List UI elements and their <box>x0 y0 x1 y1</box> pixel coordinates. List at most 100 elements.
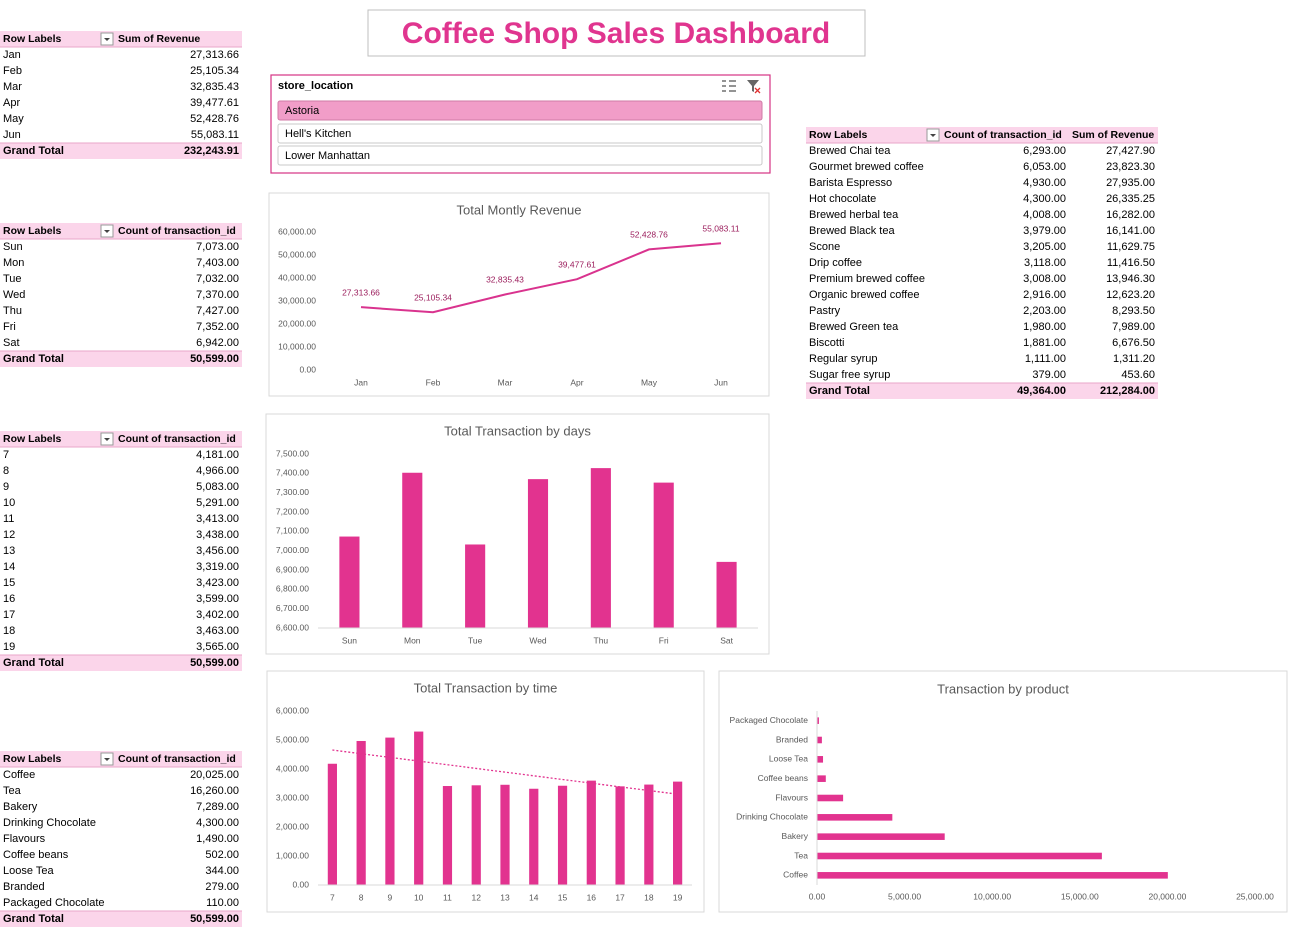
table-value-cell: 4,181.00 <box>196 449 239 461</box>
clear-filter-x[interactable] <box>754 87 761 94</box>
table-value-cell: 2,916.00 <box>1023 289 1066 301</box>
table-value-cell: 27,935.00 <box>1106 177 1155 189</box>
table-value-cell: 32,835.43 <box>190 81 239 93</box>
table-value-cell: 3,456.00 <box>196 545 239 557</box>
bar <box>817 717 819 724</box>
y-tick-label: 7,200.00 <box>276 506 309 516</box>
table-label-cell: Brewed Green tea <box>809 321 899 333</box>
table-label-cell: Biscotti <box>809 337 844 349</box>
table-label-cell: Branded <box>3 881 45 893</box>
multi-select-icon[interactable] <box>722 80 736 92</box>
bar <box>590 468 611 628</box>
table-header-cell: Row Labels <box>3 433 62 445</box>
x-tick-label: 14 <box>529 892 539 902</box>
x-tick-label: Fri <box>659 635 669 645</box>
table-value-cell: 3,565.00 <box>196 641 239 653</box>
table-label-cell: Loose Tea <box>3 865 54 877</box>
filter-dropdown-arrow[interactable] <box>104 438 110 441</box>
x-tick-label: Wed <box>529 635 547 645</box>
table-value-cell: 3,463.00 <box>196 625 239 637</box>
table-header-cell: Row Labels <box>809 129 868 141</box>
table-label-cell: Scone <box>809 241 840 253</box>
table-value-cell: 2,203.00 <box>1023 305 1066 317</box>
table-value-cell: 3,599.00 <box>196 593 239 605</box>
filter-dropdown-arrow[interactable] <box>104 758 110 761</box>
x-tick-label: Sat <box>720 635 733 645</box>
x-tick-label: 11 <box>443 892 452 902</box>
table-label-cell: Grand Total <box>3 657 64 669</box>
data-label: 32,835.43 <box>486 275 524 285</box>
slicer-item[interactable] <box>277 123 763 144</box>
y-tick-label: 20,000.00 <box>278 318 316 328</box>
table-value-cell: 3,402.00 <box>196 609 239 621</box>
chart-box <box>268 192 770 397</box>
y-tick-label: 7,000.00 <box>276 545 309 555</box>
table-value-cell: 344.00 <box>205 865 239 877</box>
y-tick-label: 60,000.00 <box>278 226 316 236</box>
table-label-cell: 17 <box>3 609 15 621</box>
bar <box>644 784 654 885</box>
data-label: 39,477.61 <box>558 259 596 269</box>
table-value-cell: 8,293.50 <box>1112 305 1155 317</box>
table-label-cell: Grand Total <box>3 353 64 365</box>
y-tick-label: 0.00 <box>299 364 316 374</box>
line-series <box>360 242 722 314</box>
x-tick-label: 19 <box>673 892 683 902</box>
table-value-cell: 20,025.00 <box>190 769 239 781</box>
filter-dropdown-arrow[interactable] <box>104 38 110 41</box>
table-total-bg <box>806 383 1158 399</box>
title-box <box>367 9 866 57</box>
y-tick-label: 5,000.00 <box>276 734 309 744</box>
x-tick-label: 9 <box>388 892 393 902</box>
data-label: 27,313.66 <box>342 287 380 297</box>
table-value-cell: 50,599.00 <box>190 353 239 365</box>
table-value-cell: 232,243.91 <box>184 145 239 157</box>
x-tick-label: Feb <box>426 377 441 387</box>
table-value-cell: 3,423.00 <box>196 577 239 589</box>
table-value-cell: 7,073.00 <box>196 241 239 253</box>
filter-dropdown-arrow[interactable] <box>930 134 936 137</box>
table-header-bg <box>0 751 242 767</box>
table-label-cell: 13 <box>3 545 15 557</box>
table-value-cell: 3,205.00 <box>1023 241 1066 253</box>
x-tick-label: 0.00 <box>809 891 826 901</box>
table-value-cell: 1,490.00 <box>196 833 239 845</box>
table-label-cell: Feb <box>3 65 22 77</box>
table-label-cell: Coffee beans <box>3 849 69 861</box>
y-tick-label: 6,600.00 <box>276 622 309 632</box>
table-value-cell: 27,427.90 <box>1106 145 1155 157</box>
table-value-cell: 4,300.00 <box>1023 193 1066 205</box>
table-header-cell: Row Labels <box>3 225 62 237</box>
table-label-cell: Wed <box>3 289 25 301</box>
table-value-cell: 6,053.00 <box>1023 161 1066 173</box>
bar <box>817 794 844 802</box>
x-tick-label: Jun <box>714 377 728 387</box>
bar <box>402 472 423 628</box>
table-value-cell: 6,293.00 <box>1023 145 1066 157</box>
x-tick-label: 15 <box>558 892 568 902</box>
bar <box>586 780 596 885</box>
table-label-cell: 15 <box>3 577 15 589</box>
table-label-cell: Flavours <box>3 833 46 845</box>
x-tick-label: Sun <box>342 635 357 645</box>
table-label-cell: 7 <box>3 449 9 461</box>
table-header-cell: Sum of Revenue <box>118 33 200 45</box>
table-value-cell: 3,438.00 <box>196 529 239 541</box>
slicer-item-label: Lower Manhattan <box>285 150 370 162</box>
table-label-cell: 18 <box>3 625 15 637</box>
filter-dropdown-arrow[interactable] <box>104 230 110 233</box>
table-value-cell: 1,111.00 <box>1025 353 1066 365</box>
table-value-cell: 6,942.00 <box>196 337 239 349</box>
slicer-item[interactable] <box>277 100 763 121</box>
table-label-cell: Pastry <box>809 305 841 317</box>
clear-filter-icon[interactable] <box>747 80 759 92</box>
table-total-bg <box>0 143 242 159</box>
table-label-cell: Grand Total <box>809 385 870 397</box>
table-value-cell: 4,966.00 <box>196 465 239 477</box>
table-value-cell: 453.60 <box>1121 369 1155 381</box>
table-value-cell: 49,364.00 <box>1017 385 1066 397</box>
data-label: 52,428.76 <box>630 230 668 240</box>
table-value-cell: 1,980.00 <box>1023 321 1066 333</box>
slicer-item[interactable] <box>277 145 763 166</box>
